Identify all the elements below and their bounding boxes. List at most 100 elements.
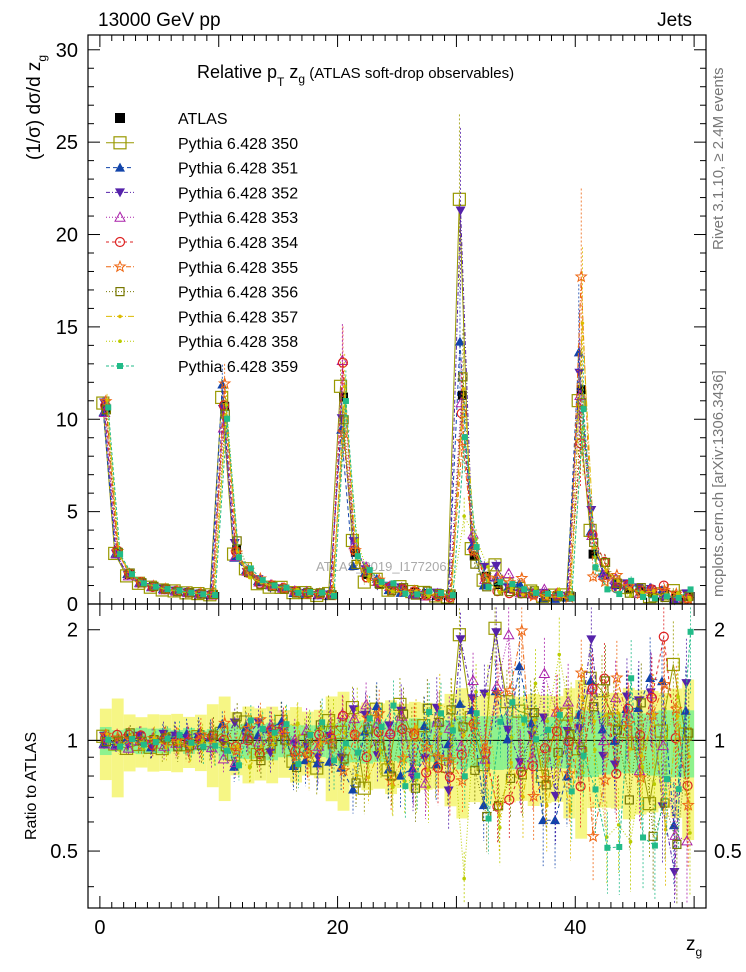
data-point (640, 834, 647, 841)
data-point (99, 394, 113, 408)
data-point (581, 426, 585, 431)
data-point (669, 868, 680, 878)
data-point (461, 773, 468, 780)
title-main2: z (284, 62, 298, 82)
series-layer (96, 114, 695, 904)
legend-entry: Pythia 6.428 357 (106, 309, 298, 326)
data-point (533, 736, 540, 743)
title-main: Relative p (197, 62, 277, 82)
data-point (574, 665, 588, 679)
data-point (300, 755, 311, 765)
data-point (580, 321, 585, 325)
data-point (367, 574, 371, 579)
data-point (640, 765, 645, 769)
title-sub-g: g (298, 72, 305, 86)
data-point (217, 376, 232, 390)
data-point (628, 747, 632, 751)
data-point (557, 652, 562, 657)
data-point (592, 564, 599, 571)
data-point (450, 724, 455, 728)
data-point (235, 554, 242, 561)
data-point (681, 798, 695, 811)
data-point (324, 731, 335, 741)
data-point (568, 788, 575, 795)
data-point (521, 593, 525, 597)
data-point (254, 748, 265, 760)
data-point (122, 742, 135, 753)
data-point (443, 786, 454, 796)
data-point (271, 582, 278, 589)
data-point (301, 747, 315, 760)
uncertainty-bands (88, 679, 706, 841)
data-point (164, 586, 171, 593)
data-point (521, 716, 528, 723)
stat-band (658, 710, 671, 778)
stat-band (408, 718, 421, 766)
data-point (224, 415, 231, 422)
data-point (516, 766, 527, 778)
legend-label: Pythia 6.428 356 (178, 285, 298, 302)
top-y-tick-label: 30 (56, 40, 78, 62)
data-point (115, 188, 125, 198)
data-point (526, 730, 537, 740)
data-point (688, 598, 692, 602)
data-point (470, 559, 480, 569)
data-point (208, 730, 218, 740)
data-point (391, 785, 395, 789)
data-point (556, 591, 563, 598)
legend-entry: Pythia 6.428 353 (106, 210, 298, 227)
data-point (640, 593, 647, 600)
stat-band (349, 721, 362, 763)
data-point (437, 590, 444, 597)
data-point (452, 192, 466, 206)
data-point (342, 397, 349, 404)
data-point (384, 721, 395, 731)
data-point (417, 719, 431, 733)
legend-entry: Pythia 6.428 356 (106, 285, 298, 302)
data-point (681, 834, 693, 846)
data-point (105, 732, 109, 736)
data-point (232, 712, 242, 722)
top-y-tick-label: 10 (56, 409, 78, 431)
data-point (684, 728, 694, 738)
data-point (378, 724, 385, 731)
data-point (115, 113, 125, 123)
data-point (283, 721, 290, 728)
data-point (218, 734, 230, 745)
data-point (348, 712, 361, 724)
ratio-y-tick-label-right: 2 (714, 620, 725, 642)
data-point (651, 842, 658, 849)
x-tick-label: 40 (564, 917, 586, 939)
data-point (491, 686, 505, 700)
data-point (140, 741, 147, 748)
data-point (688, 831, 692, 835)
data-point (111, 730, 125, 744)
legend-label: Pythia 6.428 354 (178, 235, 298, 252)
data-point (681, 679, 692, 689)
data-point (515, 623, 529, 637)
data-point (687, 754, 692, 759)
data-point (502, 628, 515, 640)
data-point (575, 438, 586, 449)
data-point (118, 339, 122, 344)
data-point (642, 797, 657, 811)
data-point (434, 717, 444, 728)
data-point (410, 783, 421, 793)
data-point (652, 782, 657, 787)
data-point (592, 786, 599, 793)
data-point (474, 690, 478, 694)
data-point (327, 739, 337, 749)
data-point (115, 287, 125, 297)
top-y-tick-label: 0 (67, 594, 78, 616)
data-point (354, 560, 359, 565)
legend-entry: Pythia 6.428 352 (106, 185, 298, 202)
data-point (562, 695, 574, 707)
data-point (331, 722, 336, 726)
header-energy-label: 13000 GeV pp (98, 10, 221, 31)
data-point (538, 815, 549, 825)
data-point (277, 723, 289, 734)
data-point (503, 683, 517, 697)
legend-entry: Pythia 6.428 355 (106, 260, 298, 277)
data-point (114, 211, 126, 222)
data-point (600, 557, 611, 568)
